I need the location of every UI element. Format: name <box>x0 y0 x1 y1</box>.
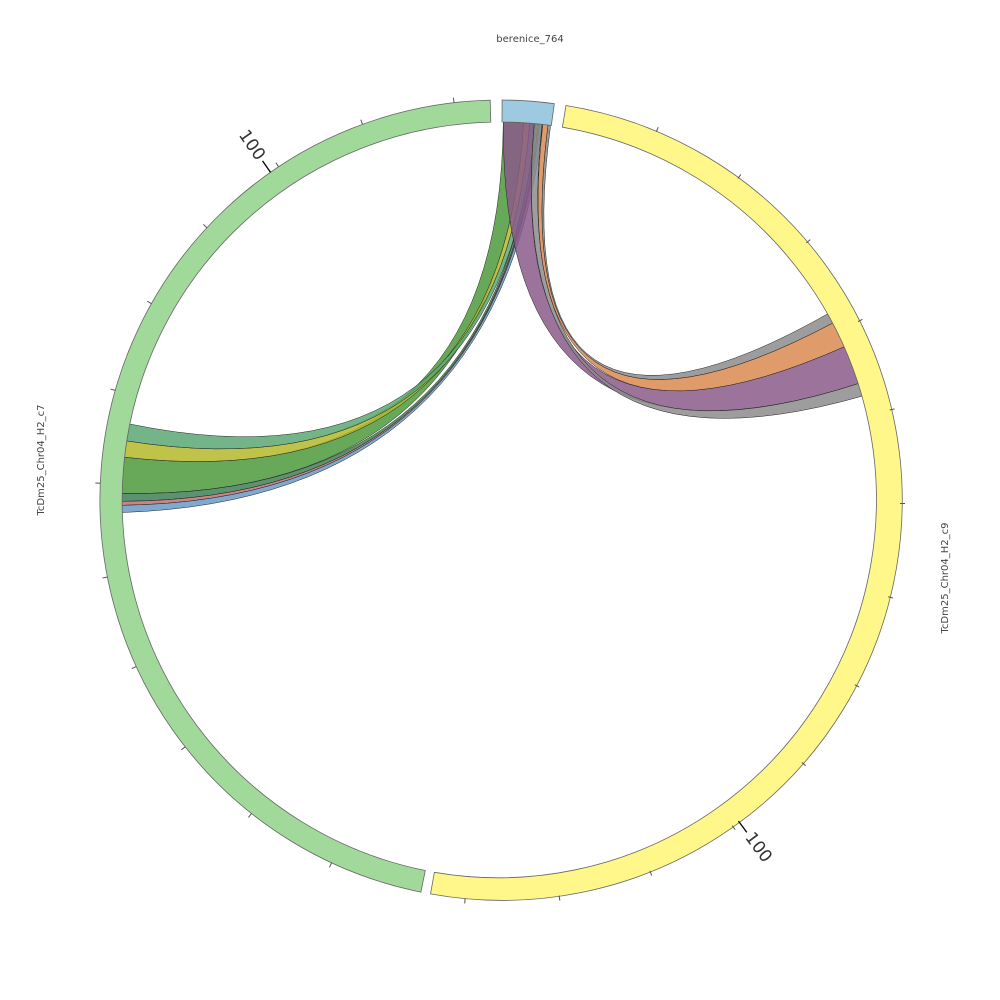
major-tick <box>737 820 748 833</box>
tick <box>655 127 659 132</box>
tick <box>102 576 108 579</box>
tick <box>275 162 280 168</box>
tick <box>248 813 252 818</box>
major-tick <box>262 160 272 173</box>
tick <box>360 119 364 125</box>
tick-label: 100 <box>234 126 269 164</box>
tick <box>857 318 863 322</box>
tick <box>131 666 137 670</box>
tick <box>180 746 186 751</box>
tick <box>558 895 561 901</box>
tick <box>110 388 116 391</box>
segment-label: TcDm25_Chr04_H2_c7 <box>36 405 47 517</box>
segment-label: berenice_764 <box>496 34 563 45</box>
ribbons <box>121 121 864 513</box>
segment <box>501 99 555 126</box>
tick <box>452 97 455 103</box>
tick-label: 100 <box>740 829 775 867</box>
tick <box>649 870 653 876</box>
tick <box>737 174 742 179</box>
tick <box>731 825 736 831</box>
tick <box>202 223 208 229</box>
tick <box>146 300 152 305</box>
tick <box>887 596 894 599</box>
tick <box>806 239 811 244</box>
tick <box>889 408 895 411</box>
segment-label: TcDm25_Chr04_H2_c9 <box>940 523 951 635</box>
tick <box>801 762 806 767</box>
segment <box>430 105 903 901</box>
segment <box>99 99 492 893</box>
ribbon <box>124 122 530 462</box>
tick <box>854 684 860 688</box>
tick <box>329 862 333 868</box>
